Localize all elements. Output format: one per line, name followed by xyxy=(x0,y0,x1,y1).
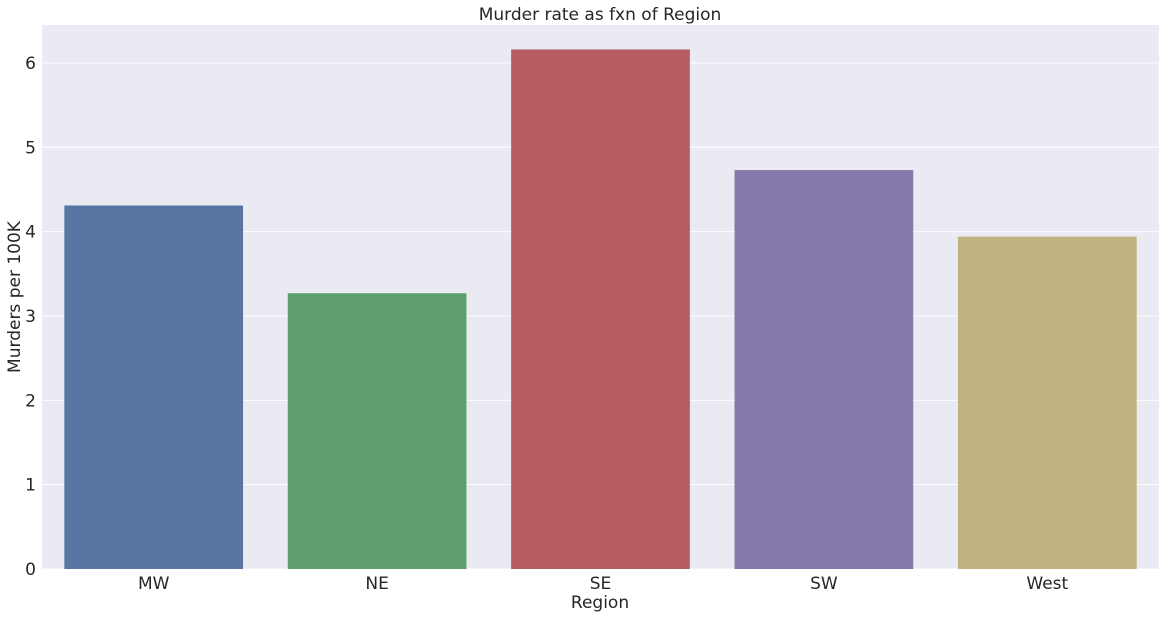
y-tick-label: 1 xyxy=(25,476,36,496)
bar-se xyxy=(511,49,690,569)
y-tick-label: 5 xyxy=(25,138,36,158)
bar-mw xyxy=(64,205,244,569)
x-tick-label: West xyxy=(1026,574,1068,594)
y-tick-label: 3 xyxy=(25,307,36,327)
bar-sw xyxy=(734,170,914,570)
y-tick-label: 6 xyxy=(25,54,36,74)
y-tick-label: 4 xyxy=(25,223,36,243)
chart-title: Murder rate as fxn of Region xyxy=(479,5,722,25)
x-tick-label: MW xyxy=(138,574,170,594)
x-axis-ticks: MW NE SE SW West xyxy=(138,574,1069,594)
y-axis-label: Murders per 100K xyxy=(5,220,25,373)
x-tick-label: NE xyxy=(365,574,388,594)
y-tick-label: 0 xyxy=(25,560,36,580)
bars xyxy=(64,49,1137,570)
x-tick-label: SE xyxy=(590,574,612,594)
x-axis-label: Region xyxy=(571,593,629,613)
y-tick-label: 2 xyxy=(25,391,36,411)
x-tick-label: SW xyxy=(810,574,838,594)
y-axis-ticks: 0 1 2 3 4 5 6 xyxy=(25,54,36,580)
bar-west xyxy=(957,236,1137,570)
bar-ne xyxy=(287,293,467,569)
